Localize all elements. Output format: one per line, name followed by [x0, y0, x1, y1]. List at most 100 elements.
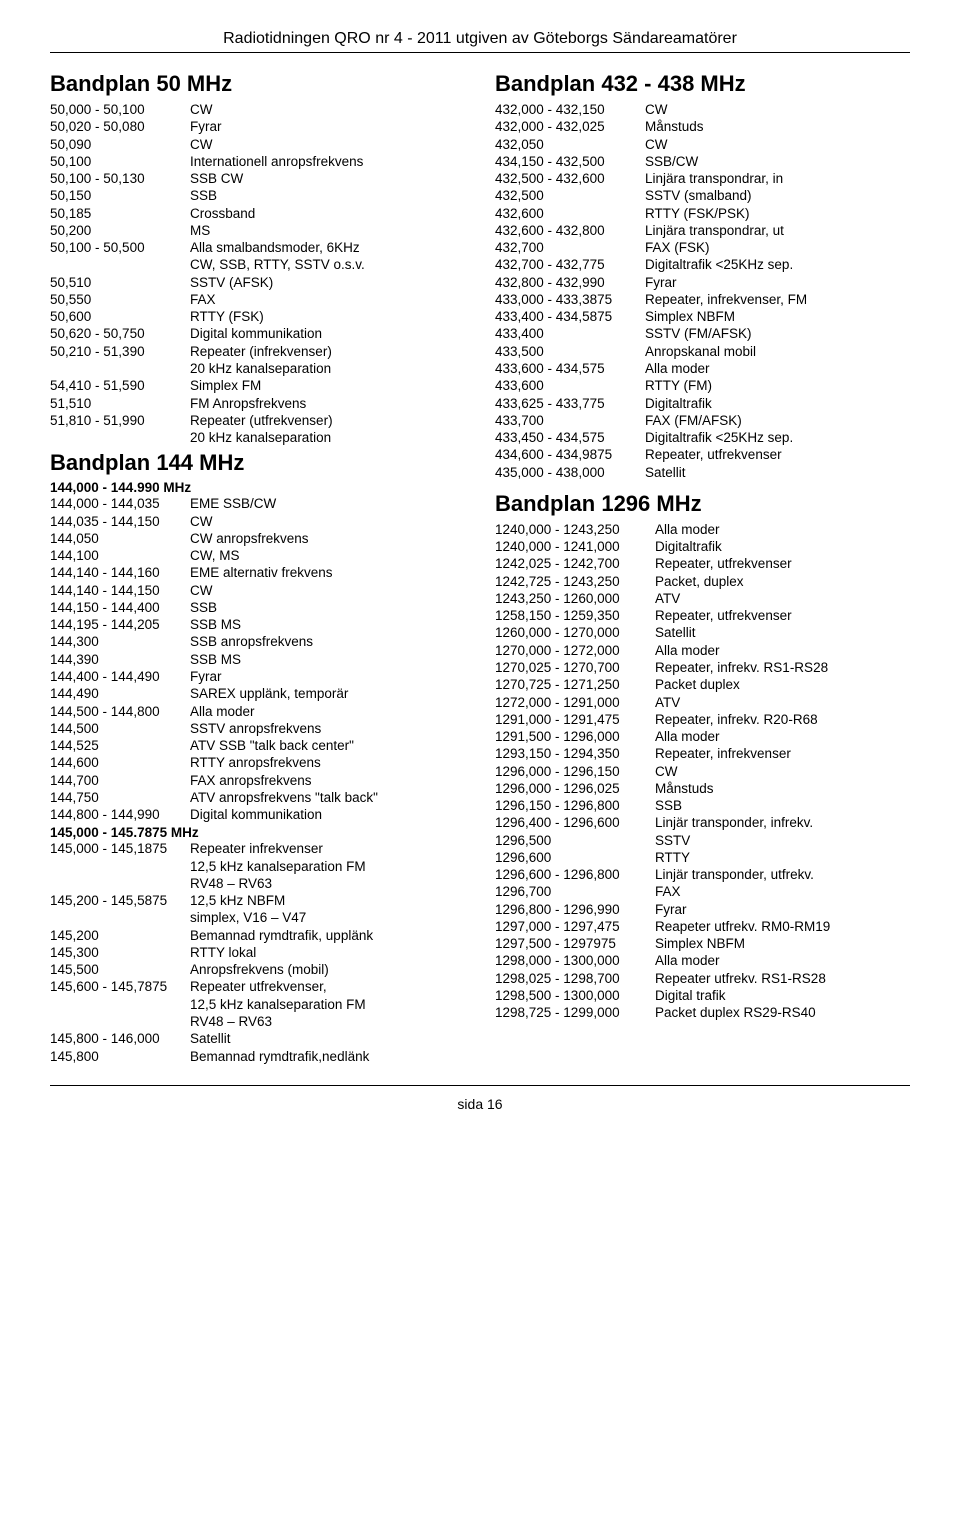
table-144mhz-b: 145,000 - 145,1875Repeater infrekvenser1…: [50, 840, 465, 1064]
table-row: 50,210 - 51,390Repeater (infrekvenser): [50, 343, 465, 360]
description-cell: Repeater, infrekv. RS1-RS28: [655, 659, 910, 676]
section-title-50mhz: Bandplan 50 MHz: [50, 71, 465, 97]
description-cell: MS: [190, 222, 465, 239]
description-cell: SSB MS: [190, 616, 465, 633]
frequency-cell: 432,000 - 432,025: [495, 118, 645, 135]
table-row: 144,035 - 144,150CW: [50, 513, 465, 530]
frequency-cell: 50,550: [50, 291, 190, 308]
table-row: 12,5 kHz kanalseparation FM: [50, 858, 465, 875]
table-row: 145,300RTTY lokal: [50, 944, 465, 961]
description-cell: Repeater (utfrekvenser): [190, 412, 465, 429]
table-row: 50,200MS: [50, 222, 465, 239]
description-cell: SSTV (FM/AFSK): [645, 325, 910, 342]
frequency-cell: 50,020 - 50,080: [50, 118, 190, 135]
description-cell: Bemannad rymdtrafik,nedlänk: [190, 1048, 465, 1065]
table-row: 1296,000 - 1296,150CW: [495, 763, 910, 780]
table-row: 144,390SSB MS: [50, 651, 465, 668]
description-cell: ATV: [655, 694, 910, 711]
frequency-cell: 144,195 - 144,205: [50, 616, 190, 633]
table-row: 50,510SSTV (AFSK): [50, 274, 465, 291]
table-row: 1270,025 - 1270,700Repeater, infrekv. RS…: [495, 659, 910, 676]
description-cell: CW anropsfrekvens: [190, 530, 465, 547]
description-cell: Fyrar: [190, 668, 465, 685]
table-row: 1296,400 - 1296,600Linjär transponder, i…: [495, 814, 910, 831]
table-row: 433,500Anropskanal mobil: [495, 343, 910, 360]
description-cell: ATV SSB "talk back center": [190, 737, 465, 754]
section-title-1296mhz: Bandplan 1296 MHz: [495, 491, 910, 517]
table-row: 1296,600RTTY: [495, 849, 910, 866]
frequency-cell: 50,510: [50, 274, 190, 291]
table-row: 1291,500 - 1296,000Alla moder: [495, 728, 910, 745]
frequency-cell: 145,800 - 146,000: [50, 1030, 190, 1047]
table-row: 1298,025 - 1298,700Repeater utfrekv. RS1…: [495, 970, 910, 987]
table-row: 1293,150 - 1294,350Repeater, infrekvense…: [495, 745, 910, 762]
table-row: 144,150 - 144,400SSB: [50, 599, 465, 616]
frequency-cell: 432,500: [495, 187, 645, 204]
table-row: 144,525ATV SSB "talk back center": [50, 737, 465, 754]
table-row: 144,140 - 144,150CW: [50, 582, 465, 599]
frequency-cell: 432,700 - 432,775: [495, 256, 645, 273]
frequency-cell: 1270,725 - 1271,250: [495, 676, 655, 693]
subhead-144-2: 145,000 - 145.7875 MHz: [50, 825, 465, 840]
description-cell: Repeater, utfrekvenser: [655, 555, 910, 572]
table-row: 1296,150 - 1296,800SSB: [495, 797, 910, 814]
table-row: simplex, V16 – V47: [50, 909, 465, 926]
table-row: 433,625 - 433,775Digitaltrafik: [495, 395, 910, 412]
table-row: 1291,000 - 1291,475Repeater, infrekv. R2…: [495, 711, 910, 728]
description-cell: CW: [190, 101, 465, 118]
page-footer: sida 16: [50, 1096, 910, 1112]
table-row: 144,300SSB anropsfrekvens: [50, 633, 465, 650]
table-row: 1296,500SSTV: [495, 832, 910, 849]
header-rule: [50, 52, 910, 53]
table-row: 1298,725 - 1299,000Packet duplex RS29-RS…: [495, 1004, 910, 1021]
frequency-cell: 144,150 - 144,400: [50, 599, 190, 616]
description-cell: SSTV (AFSK): [190, 274, 465, 291]
frequency-cell: 145,200 - 145,5875: [50, 892, 190, 909]
description-cell: SSB/CW: [645, 153, 910, 170]
description-cell: Repeater, infrekvenser, FM: [645, 291, 910, 308]
table-row: 433,400SSTV (FM/AFSK): [495, 325, 910, 342]
description-cell: Bemannad rymdtrafik, upplänk: [190, 927, 465, 944]
description-cell: CW: [190, 582, 465, 599]
frequency-cell: 1272,000 - 1291,000: [495, 694, 655, 711]
description-cell: Packet duplex: [655, 676, 910, 693]
page-header: Radiotidningen QRO nr 4 - 2011 utgiven a…: [50, 30, 910, 48]
frequency-cell: 145,000 - 145,1875: [50, 840, 190, 857]
table-row: 1242,725 - 1243,250Packet, duplex: [495, 573, 910, 590]
description-cell: Digital kommunikation: [190, 806, 465, 823]
description-cell: 12,5 kHz NBFM: [190, 892, 465, 909]
section-title-432mhz: Bandplan 432 - 438 MHz: [495, 71, 910, 97]
description-cell: CW: [645, 136, 910, 153]
description-cell: Crossband: [190, 205, 465, 222]
frequency-cell: 433,600: [495, 377, 645, 394]
description-cell: Satellit: [190, 1030, 465, 1047]
description-cell: 12,5 kHz kanalseparation FM: [190, 858, 465, 875]
frequency-cell: [50, 360, 190, 377]
table-row: 144,800 - 144,990Digital kommunikation: [50, 806, 465, 823]
table-row: 145,200Bemannad rymdtrafik, upplänk: [50, 927, 465, 944]
description-cell: EME SSB/CW: [190, 495, 465, 512]
frequency-cell: 145,800: [50, 1048, 190, 1065]
frequency-cell: 1296,600 - 1296,800: [495, 866, 655, 883]
description-cell: SSTV anropsfrekvens: [190, 720, 465, 737]
description-cell: 20 kHz kanalseparation: [190, 429, 465, 446]
frequency-cell: 433,625 - 433,775: [495, 395, 645, 412]
frequency-cell: 50,185: [50, 205, 190, 222]
frequency-cell: 432,600 - 432,800: [495, 222, 645, 239]
description-cell: CW, SSB, RTTY, SSTV o.s.v.: [190, 256, 465, 273]
description-cell: FAX: [190, 291, 465, 308]
table-row: 432,500 - 432,600Linjära transpondrar, i…: [495, 170, 910, 187]
description-cell: Linjär transponder, utfrekv.: [655, 866, 910, 883]
table-row: 432,600RTTY (FSK/PSK): [495, 205, 910, 222]
frequency-cell: 50,100 - 50,130: [50, 170, 190, 187]
description-cell: 12,5 kHz kanalseparation FM: [190, 996, 465, 1013]
description-cell: SSB MS: [190, 651, 465, 668]
table-row: 432,700 - 432,775Digitaltrafik <25KHz se…: [495, 256, 910, 273]
description-cell: RV48 – RV63: [190, 875, 465, 892]
description-cell: FAX (FSK): [645, 239, 910, 256]
table-row: 144,500SSTV anropsfrekvens: [50, 720, 465, 737]
description-cell: Alla moder: [645, 360, 910, 377]
table-row: 1296,000 - 1296,025Månstuds: [495, 780, 910, 797]
table-row: 20 kHz kanalseparation: [50, 429, 465, 446]
table-432mhz: 432,000 - 432,150CW432,000 - 432,025Måns…: [495, 101, 910, 481]
